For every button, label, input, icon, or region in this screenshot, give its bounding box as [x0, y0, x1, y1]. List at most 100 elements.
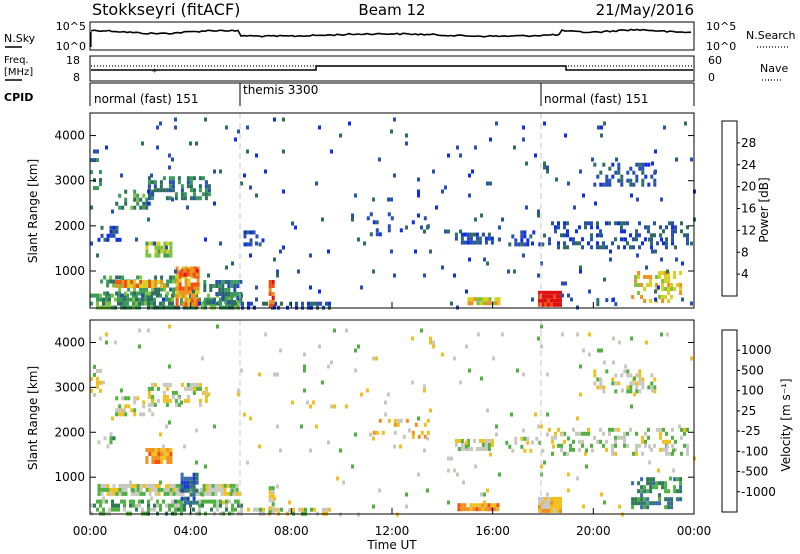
data-cell: [650, 447, 653, 452]
data-cell: [243, 412, 246, 417]
data-cell: [232, 487, 236, 492]
data-cell: [640, 501, 644, 506]
data-cell: [611, 443, 614, 448]
data-cell: [417, 193, 420, 198]
data-cell: [553, 294, 556, 299]
data-cell: [228, 297, 231, 302]
data-cell: [644, 162, 648, 167]
data-cell: [593, 162, 597, 167]
data-cell: [175, 302, 179, 307]
data-cell: [106, 487, 110, 492]
data-cell: [160, 460, 164, 464]
data-cell: [148, 241, 152, 246]
data-cell: [559, 508, 562, 513]
data-cell: [243, 242, 247, 247]
data-cell: [189, 503, 192, 508]
data-cell: [420, 225, 423, 230]
data-cell: [147, 328, 150, 333]
data-cell: [120, 297, 123, 302]
data-cell: [232, 483, 236, 488]
data-cell: [375, 430, 379, 435]
data-cell: [489, 452, 492, 457]
data-cell: [212, 284, 216, 288]
data-cell: [235, 483, 239, 488]
data-cell: [216, 507, 219, 512]
data-cell: [629, 373, 633, 378]
data-cell: [226, 483, 230, 488]
data-cell: [112, 436, 116, 441]
data-cell: [650, 174, 654, 179]
data-cell: [623, 439, 626, 444]
data-cell: [217, 483, 221, 488]
data-cell: [168, 196, 172, 201]
data-cell: [569, 443, 572, 448]
data-cell: [590, 225, 593, 230]
data-cell: [198, 398, 202, 403]
data-cell: [136, 291, 140, 296]
data-cell: [153, 301, 156, 306]
power-xticks: [89, 302, 695, 308]
data-cell: [474, 217, 477, 222]
data-cell: [186, 484, 190, 489]
data-cell: [632, 182, 636, 187]
data-cell: [187, 298, 191, 303]
data-cell: [201, 356, 204, 361]
data-cell: [602, 389, 606, 394]
data-cell: [114, 507, 117, 512]
data-cell: [487, 443, 491, 447]
data-cell: [614, 381, 618, 386]
data-cell: [463, 447, 467, 451]
data-cell: [141, 507, 144, 512]
data-cell: [139, 291, 143, 296]
data-cell: [569, 237, 572, 242]
data-cell: [201, 499, 204, 504]
data-cell: [423, 273, 426, 278]
data-cell: [177, 503, 180, 508]
data-cell: [567, 472, 570, 477]
data-cell: [213, 169, 216, 174]
data-cell: [162, 398, 166, 403]
data-cell: [480, 376, 483, 381]
data-cell: [184, 286, 188, 291]
data-cell: [163, 452, 167, 456]
data-cell: [180, 188, 184, 193]
data-cell: [141, 499, 144, 504]
data-cell: [202, 491, 206, 496]
data-cell: [240, 507, 243, 512]
data-cell: [494, 301, 498, 306]
data-cell: [133, 412, 137, 417]
data-cell: [653, 389, 657, 394]
data-cell: [168, 364, 171, 369]
data-cell: [520, 444, 524, 449]
data-cell: [658, 493, 662, 498]
data-cell: [667, 283, 671, 287]
data-cell: [611, 381, 615, 386]
data-cell: [154, 284, 158, 288]
data-cell: [489, 137, 492, 142]
data-cell: [660, 237, 663, 242]
data-cell: [617, 427, 620, 432]
data-cell: [297, 269, 300, 274]
data-cell: [531, 241, 534, 246]
data-cell: [138, 301, 141, 306]
data-cell: [189, 484, 193, 489]
data-cell: [123, 293, 126, 298]
data-cell: [189, 176, 193, 181]
data-cell: [514, 440, 518, 445]
data-cell: [109, 229, 113, 234]
data-cell: [366, 216, 370, 221]
data-cell: [216, 503, 219, 508]
data-cell: [686, 443, 689, 448]
data-cell: [596, 225, 599, 230]
data-cell: [468, 368, 471, 373]
data-cell: [372, 356, 375, 361]
data-cell: [157, 487, 161, 492]
data-cell: [147, 180, 151, 185]
data-cell: [198, 503, 201, 508]
data-cell: [150, 173, 153, 178]
data-cell: [632, 451, 635, 456]
data-cell: [136, 201, 140, 206]
data-cell: [96, 301, 99, 306]
data-cell: [463, 503, 467, 508]
data-cell: [133, 487, 137, 492]
